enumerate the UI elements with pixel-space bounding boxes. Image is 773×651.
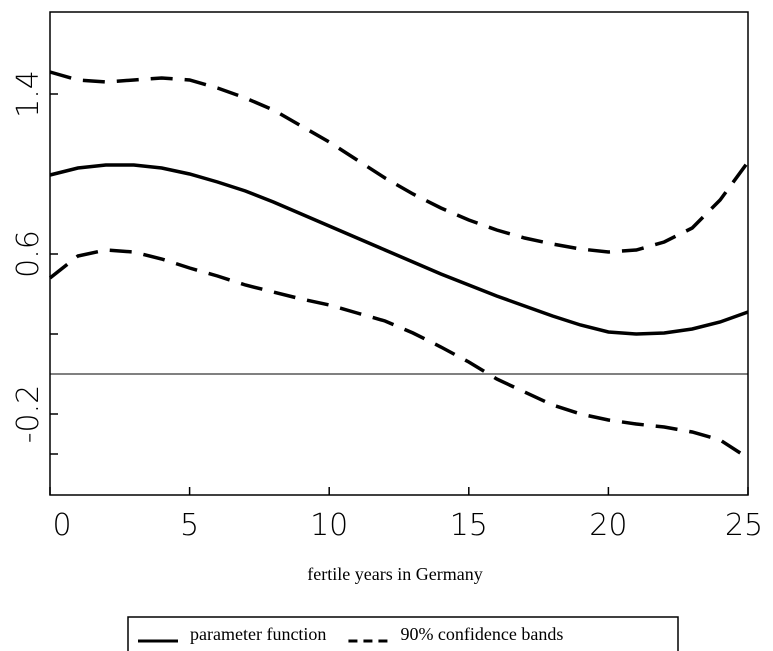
x-axis-label: fertile years in Germany bbox=[307, 564, 482, 584]
x-tick-label: 10 bbox=[310, 508, 348, 543]
x-tick-label: 5 bbox=[180, 508, 199, 543]
y-tick-label: -0.2 bbox=[11, 385, 46, 444]
line-series bbox=[48, 248, 749, 460]
plot-frame bbox=[49, 11, 749, 496]
legend-label: parameter function bbox=[190, 624, 326, 644]
x-tick-label: 15 bbox=[450, 508, 488, 543]
legend-label: 90% confidence bands bbox=[400, 624, 563, 644]
x-tick-label: 20 bbox=[589, 508, 627, 543]
x-tick-label: 0 bbox=[52, 508, 71, 543]
x-tick-label: 25 bbox=[725, 508, 763, 543]
y-tick-label: 1.4 bbox=[11, 70, 46, 118]
legend-frame bbox=[127, 616, 679, 651]
line-series bbox=[49, 163, 749, 336]
y-tick-label: 0.6 bbox=[11, 230, 46, 278]
line-series bbox=[49, 70, 750, 254]
